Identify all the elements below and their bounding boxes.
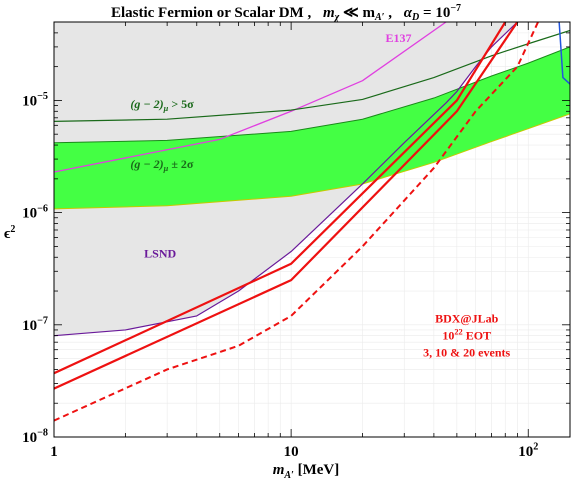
- series-line-0: [54, 22, 447, 173]
- plot-content: [54, 22, 570, 437]
- chart-title: Elastic Fermion or Scalar DM , mχ ≪ mA′ …: [111, 3, 461, 23]
- plot-area: 1 10 102 10−8 10−7 10−6 10−5 E137 (g − 2)μ > 5σ (…: [22, 21, 571, 460]
- gm2-band-lower-edge: [54, 113, 570, 210]
- y-axis-label: ϵ2: [4, 224, 15, 242]
- svg-text:Elastic Fermion or Scalar DM ,: Elastic Fermion or Scalar DM , mχ ≪ mA′ …: [111, 3, 461, 23]
- y-tick-label: 10−5: [22, 91, 48, 109]
- x-tick-label: 102: [518, 442, 538, 460]
- series-line-2: [54, 29, 570, 123]
- annotation-bdx3: 3, 10 & 20 events: [423, 346, 510, 360]
- gm2-band-upper-edge: [54, 46, 570, 144]
- y-tick-label: 10−6: [22, 203, 48, 221]
- x-tick-label: 1: [50, 444, 58, 460]
- annotation-gm2_5s: (g − 2)μ > 5σ: [130, 97, 194, 113]
- x-tick-label: 10: [284, 444, 299, 460]
- annotation-bdx1: BDX@JLab: [435, 311, 499, 325]
- annotation-bdx2: 1022 EOT: [442, 327, 491, 342]
- title-main: Elastic Fermion or Scalar DM ,: [111, 5, 311, 21]
- series-line-1: [54, 22, 518, 337]
- annotation-gm2_2s: (g − 2)μ ± 2σ: [130, 157, 194, 173]
- annotation-lsnd: LSND: [144, 246, 176, 260]
- series-line-3: [54, 22, 507, 375]
- series-line-6: [558, 22, 570, 85]
- plot-frame: [53, 21, 571, 438]
- x-axis-label: mA′ [MeV]: [273, 462, 340, 481]
- ticks: [53, 21, 570, 438]
- annotation-e137: E137: [385, 31, 411, 45]
- axis-labels: mA′ [MeV] ϵ2: [4, 224, 339, 481]
- y-tick-label: 10−7: [22, 316, 48, 334]
- series-line-4: [54, 22, 519, 390]
- y-tick-label: 10−8: [22, 428, 48, 446]
